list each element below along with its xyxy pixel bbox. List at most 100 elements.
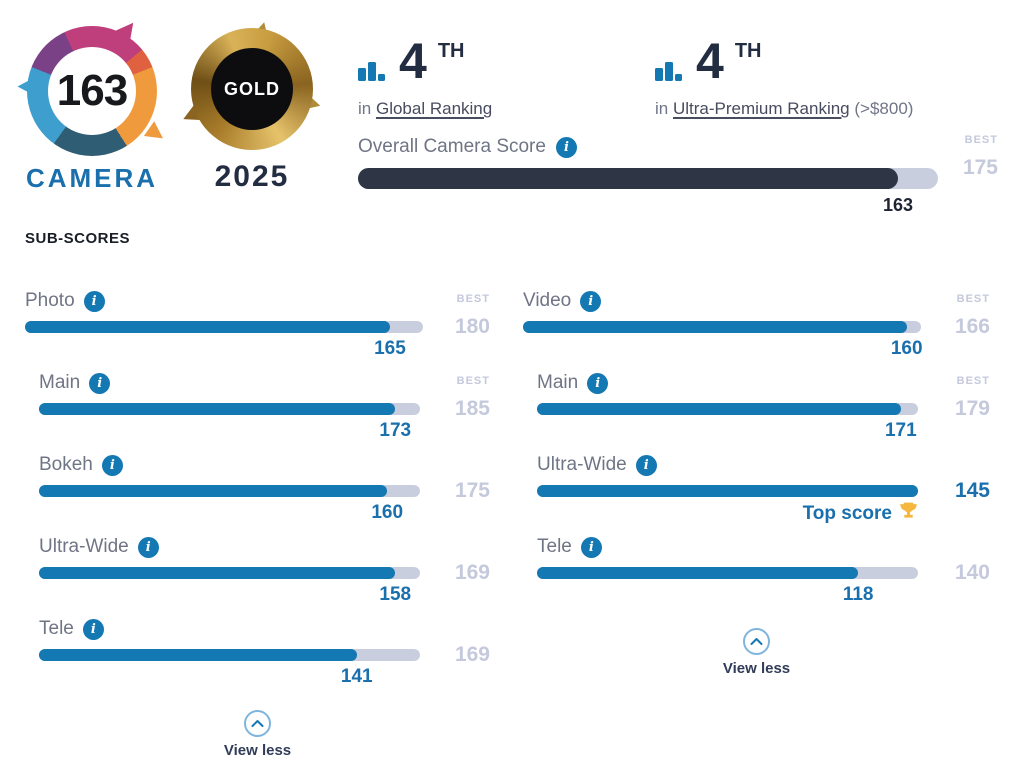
subscore-label: Main (39, 372, 81, 393)
subscores-title: SUB-SCORES (25, 230, 131, 247)
info-icon[interactable]: i (555, 136, 577, 158)
subscore-row: Bokeh i 160 BEST 175 (25, 452, 490, 534)
ultra-premium-ranking-block: 4 TH in Ultra-Premium Ranking (>$800) (655, 36, 913, 119)
best-value: 169 (454, 561, 490, 584)
bar-chart-icon (655, 57, 685, 90)
logo-overall-score: 163 (56, 66, 128, 115)
rank-prefix: in (358, 99, 372, 118)
best-label: BEST (956, 293, 990, 305)
subscore-row: Tele i 141 BEST 169 (25, 616, 490, 698)
score-bar-fill (537, 485, 918, 497)
score-value: 158 (379, 584, 412, 605)
best-value: 145 (954, 479, 990, 502)
badge-year: 2025 (214, 160, 290, 193)
subscore-label: Video (523, 290, 572, 311)
overall-score-block: Overall Camera Score i 163 BEST 175 (358, 134, 998, 215)
rank-number: 4 (696, 33, 724, 89)
score-bar-fill (537, 567, 859, 579)
view-less-button[interactable]: View less (224, 710, 291, 759)
subscores-column-photo: Photo i 165 BEST 180 Main i 173 BEST (25, 288, 490, 759)
score-bar-track (537, 485, 918, 497)
score-bar-track (537, 567, 918, 579)
subscores-column-video: Video i 160 BEST 166 Main i 171 BEST (523, 288, 990, 677)
score-value: 118 (842, 584, 874, 605)
info-icon[interactable]: i (635, 454, 657, 476)
best-value: 169 (454, 643, 490, 666)
best-value: 140 (954, 561, 990, 584)
view-less-button[interactable]: View less (723, 628, 790, 677)
subscore-label: Main (537, 372, 579, 393)
ultra-premium-ranking-link[interactable]: Ultra-Premium Ranking (672, 99, 850, 118)
info-icon[interactable]: i (83, 290, 105, 312)
top-score-line: Top score (803, 501, 918, 526)
camera-logo-label: CAMERA (25, 163, 159, 193)
subscore-row: Main i 171 BEST 179 (523, 370, 990, 452)
score-value: 171 (884, 420, 917, 441)
best-value: 179 (954, 397, 990, 420)
best-value: 180 (454, 315, 490, 338)
score-bar-track (39, 485, 420, 497)
subscore-row: Ultra-Wide i Top score BEST 145 (523, 452, 990, 534)
rank-ordinal: TH (437, 40, 465, 62)
score-bar-track (523, 321, 921, 333)
score-bar-track (39, 403, 420, 415)
info-icon[interactable]: i (89, 372, 111, 394)
subscore-label: Photo (25, 290, 75, 311)
info-icon[interactable]: i (101, 454, 123, 476)
subscore-row: Main i 173 BEST 185 (25, 370, 490, 452)
subscore-row: Video i 160 BEST 166 (523, 288, 990, 370)
score-bar-fill (39, 649, 357, 661)
score-bar-fill (537, 403, 901, 415)
subscore-label: Tele (39, 618, 74, 639)
score-bar-track (25, 321, 423, 333)
global-ranking-block: 4 TH in Global Ranking (358, 36, 492, 119)
rank-price-note: (>$800) (854, 99, 914, 118)
rank-prefix: in (655, 99, 669, 118)
overall-best-value: 175 (962, 156, 998, 179)
subscore-row: Tele i 118 BEST 140 (523, 534, 990, 616)
subscore-label: Ultra-Wide (39, 536, 129, 557)
info-icon[interactable]: i (580, 536, 602, 558)
score-bar-track (537, 403, 918, 415)
score-bar-fill (39, 485, 388, 497)
global-ranking-link[interactable]: Global Ranking (375, 99, 493, 118)
camera-logo-block: 163 CAMERA (17, 17, 169, 194)
subscore-label: Tele (537, 536, 572, 557)
overall-score-label: Overall Camera Score (358, 136, 546, 157)
info-icon[interactable]: i (137, 536, 159, 558)
chevron-up-icon (244, 710, 271, 737)
chevron-up-icon (743, 628, 770, 655)
rank-ordinal: TH (734, 40, 762, 62)
logo-color-ring (27, 26, 157, 156)
bar-chart-icon (358, 57, 388, 90)
score-bar-track (39, 567, 420, 579)
score-value: 141 (340, 666, 373, 687)
subscore-row: Photo i 165 BEST 180 (25, 288, 490, 370)
score-value: 160 (890, 338, 923, 359)
info-icon[interactable]: i (580, 290, 602, 312)
best-value: 166 (954, 315, 990, 338)
score-value: 165 (374, 338, 406, 359)
trophy-icon (899, 501, 918, 526)
top-score-label: Top score (802, 502, 892, 524)
overall-score-bar-track (358, 168, 938, 189)
score-value: 160 (371, 502, 404, 523)
subscore-row: Ultra-Wide i 158 BEST 169 (25, 534, 490, 616)
subscore-label: Bokeh (39, 454, 93, 475)
info-icon[interactable]: i (587, 372, 609, 394)
best-value: 185 (454, 397, 490, 420)
gold-award-badge-icon: GOLD (179, 19, 323, 150)
subscore-label: Ultra-Wide (537, 454, 627, 475)
score-bar-track (39, 649, 420, 661)
best-label: BEST (456, 375, 490, 387)
score-bar-fill (39, 567, 396, 579)
info-icon[interactable]: i (82, 618, 104, 640)
score-value: 173 (379, 420, 412, 441)
camera-score-logo-icon: 163 (17, 17, 169, 156)
score-bar-fill (523, 321, 907, 333)
best-label: BEST (956, 375, 990, 387)
best-label: BEST (964, 134, 998, 146)
view-less-label: View less (722, 660, 791, 677)
best-label: BEST (456, 293, 490, 305)
